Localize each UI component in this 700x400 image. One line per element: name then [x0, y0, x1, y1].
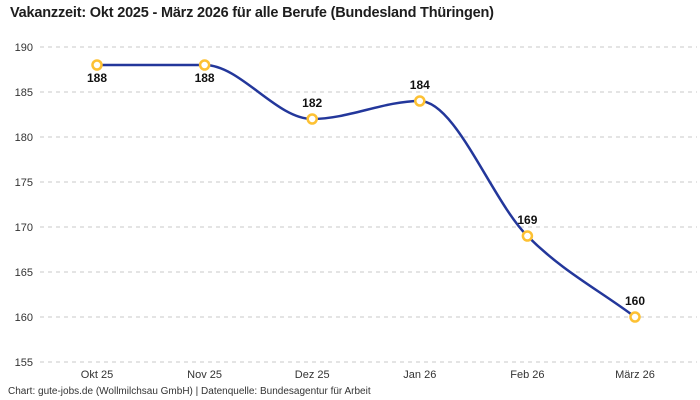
data-point-marker[interactable] [414, 95, 426, 107]
x-axis-label: Jan 26 [403, 369, 436, 381]
chart-attribution: Chart: gute-jobs.de (Wollmilchsau GmbH) … [8, 386, 371, 397]
y-axis-tick-label: 160 [15, 312, 33, 324]
data-point-label: 184 [410, 78, 430, 92]
x-axis-label: März 26 [615, 369, 655, 381]
y-axis-tick-label: 165 [15, 267, 33, 279]
x-axis-label: Dez 25 [295, 369, 330, 381]
data-point-label: 160 [625, 294, 645, 308]
y-axis-tick-label: 170 [15, 222, 33, 234]
data-point-marker[interactable] [91, 59, 103, 71]
data-point-label: 188 [87, 71, 107, 85]
data-line [97, 63, 636, 318]
y-axis-tick-label: 155 [15, 357, 33, 369]
x-axis-label: Okt 25 [81, 369, 113, 381]
data-point-label: 188 [195, 71, 215, 85]
y-axis-tick-label: 175 [15, 177, 33, 189]
data-point-marker[interactable] [306, 113, 318, 125]
data-point-marker[interactable] [629, 311, 641, 323]
x-axis-label: Nov 25 [187, 369, 222, 381]
y-axis-tick-label: 185 [15, 87, 33, 99]
chart-title: Vakanzzeit: Okt 2025 - März 2026 für all… [10, 5, 494, 21]
data-point-marker[interactable] [521, 230, 534, 242]
x-axis-label: Feb 26 [510, 369, 544, 381]
data-point-marker[interactable] [198, 59, 211, 71]
y-axis-tick-label: 180 [15, 132, 33, 144]
y-axis-tick-label: 190 [15, 42, 33, 54]
data-point-label: 182 [302, 96, 322, 110]
data-point-label: 169 [517, 213, 537, 227]
